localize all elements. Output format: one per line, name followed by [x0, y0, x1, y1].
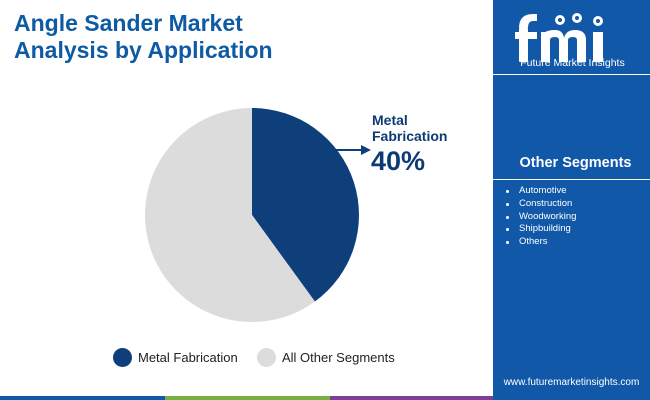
- callout-label: Metal Fabrication: [372, 112, 447, 144]
- footer-bar-segment-4: [493, 396, 650, 400]
- legend-label-all-other-segments: All Other Segments: [282, 350, 395, 365]
- legend-swatch-all-other-segments: [257, 348, 276, 367]
- legend-swatch-metal-fabrication: [113, 348, 132, 367]
- segments-divider: [493, 179, 650, 180]
- list-item-shipbuilding: Shipbuilding: [505, 223, 576, 236]
- other-segments-heading: Other Segments: [519, 155, 632, 171]
- footer-bar-segment-1: [0, 396, 165, 400]
- list-item-construction: Construction: [505, 198, 576, 211]
- footer-bar-segment-3: [330, 396, 493, 400]
- pie-slice-all-other-segments: [144, 108, 315, 323]
- sidebar-panel: Future Market Insights Other Segments Au…: [493, 0, 650, 400]
- callout-arrow-icon: [333, 145, 371, 155]
- title-line-1: Angle Sander Market: [14, 10, 243, 36]
- list-item-others: Others: [505, 236, 576, 249]
- callout-value: 40%: [371, 146, 426, 176]
- pie-chart: [144, 108, 359, 323]
- footer-bar-segment-2: [165, 396, 330, 400]
- fmi-logo-icon: [515, 13, 603, 62]
- title-line-2: Analysis by Application: [14, 37, 273, 63]
- callout-label-line-1: Metal: [372, 112, 408, 128]
- website-link[interactable]: www.futuremarketinsights.com: [503, 377, 640, 388]
- logo-divider: [493, 74, 650, 75]
- legend-label-metal-fabrication: Metal Fabrication: [138, 350, 238, 365]
- list-item-woodworking: Woodworking: [505, 211, 576, 224]
- list-item-automotive: Automotive: [505, 185, 576, 198]
- chart-title: Angle Sander Market Analysis by Applicat…: [14, 10, 474, 64]
- callout-label-line-2: Fabrication: [372, 128, 448, 144]
- brand-name: Future Market Insights: [520, 57, 625, 69]
- other-segments-list: Automotive Construction Woodworking Ship…: [505, 185, 576, 249]
- pie-slice-metal-fabrication: [252, 108, 359, 302]
